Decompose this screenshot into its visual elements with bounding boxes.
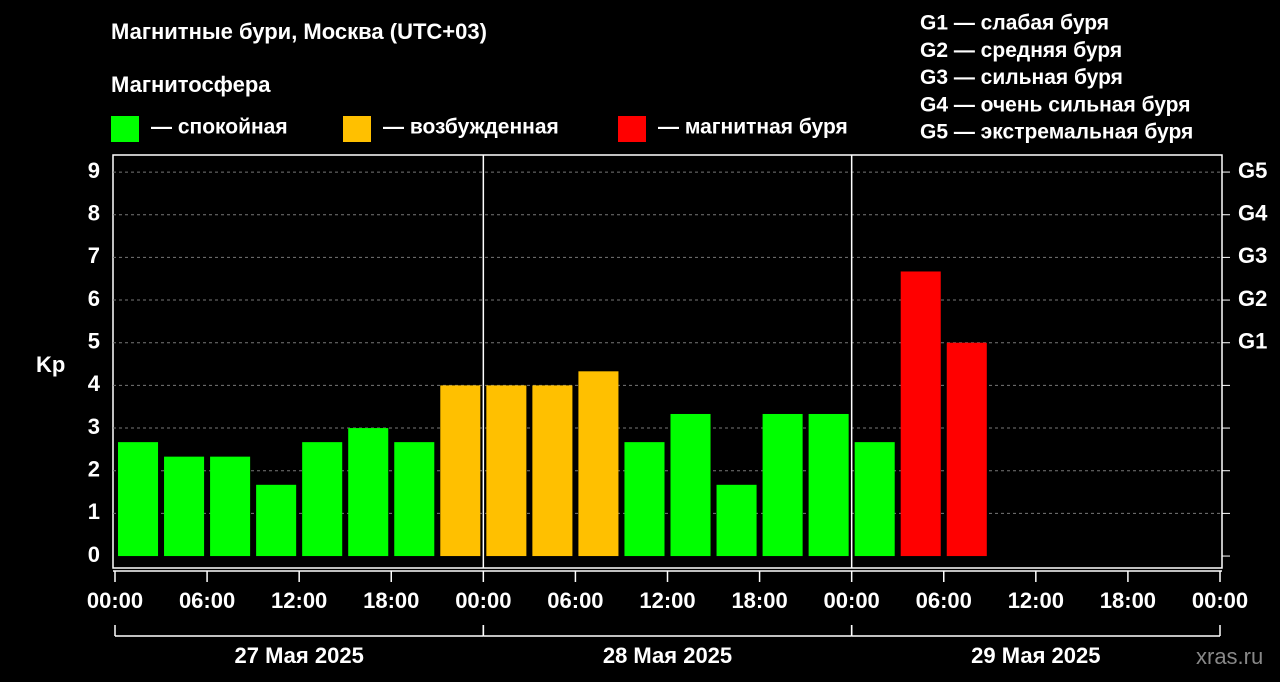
legend-swatch xyxy=(343,116,371,142)
bar xyxy=(118,442,159,557)
bar xyxy=(164,456,205,557)
bar xyxy=(670,413,711,557)
storm-scale-entry: G1 — слабая буря xyxy=(920,12,1109,35)
y2-tick-label: G3 xyxy=(1238,243,1267,268)
day-label: 27 Мая 2025 xyxy=(235,643,364,668)
bar xyxy=(210,456,251,557)
storm-scale-entry: G2 — средняя буря xyxy=(920,39,1122,62)
legend-label: — возбужденная xyxy=(383,116,559,139)
bar xyxy=(716,484,757,557)
legend-label: — спокойная xyxy=(151,116,288,139)
bar xyxy=(486,385,527,557)
legend-label: — магнитная буря xyxy=(658,116,848,139)
legend-swatch xyxy=(618,116,646,142)
y-tick-label: 1 xyxy=(88,499,100,524)
x-tick-label: 06:00 xyxy=(916,588,972,613)
bar xyxy=(900,271,941,557)
legend-title: Магнитосфера xyxy=(111,72,271,97)
y-tick-label: 3 xyxy=(88,414,100,439)
bar xyxy=(394,442,435,557)
y-tick-label: 5 xyxy=(88,329,100,354)
x-tick-label: 00:00 xyxy=(455,588,511,613)
bar xyxy=(532,385,573,557)
y-tick-label: 9 xyxy=(88,158,100,183)
y-tick-label: 7 xyxy=(88,243,100,268)
bar xyxy=(302,442,343,557)
bar xyxy=(808,413,849,557)
x-tick-label: 18:00 xyxy=(363,588,419,613)
y2-tick-label: G4 xyxy=(1238,201,1268,226)
bar xyxy=(946,342,987,557)
y-tick-label: 2 xyxy=(88,457,100,482)
y2-tick-label: G2 xyxy=(1238,286,1267,311)
x-tick-label: 00:00 xyxy=(824,588,880,613)
watermark: xras.ru xyxy=(1196,644,1263,669)
day-label: 28 Мая 2025 xyxy=(603,643,732,668)
plot-frame xyxy=(112,154,1223,569)
bar xyxy=(348,428,389,557)
chart-title: Магнитные бури, Москва (UTC+03) xyxy=(111,19,487,44)
storm-scale-entry: G5 — экстремальная буря xyxy=(920,121,1193,144)
bar xyxy=(854,442,895,557)
x-tick-label: 06:00 xyxy=(179,588,235,613)
bar xyxy=(256,484,297,557)
y-axis-label: Kp xyxy=(36,352,65,377)
bar xyxy=(578,371,619,557)
bar xyxy=(762,413,803,557)
y2-tick-label: G1 xyxy=(1238,329,1267,354)
x-tick-label: 12:00 xyxy=(271,588,327,613)
bar xyxy=(440,385,481,557)
x-tick-label: 18:00 xyxy=(731,588,787,613)
y-tick-label: 4 xyxy=(88,371,101,396)
legend-swatch xyxy=(111,116,139,142)
bar xyxy=(624,442,665,557)
day-label: 29 Мая 2025 xyxy=(971,643,1100,668)
y-tick-label: 6 xyxy=(88,286,100,311)
x-tick-label: 18:00 xyxy=(1100,588,1156,613)
x-tick-label: 12:00 xyxy=(639,588,695,613)
storm-scale-entry: G3 — сильная буря xyxy=(920,66,1123,89)
x-tick-label: 12:00 xyxy=(1008,588,1064,613)
x-tick-label: 06:00 xyxy=(547,588,603,613)
x-tick-label: 00:00 xyxy=(87,588,143,613)
x-tick-label: 00:00 xyxy=(1192,588,1248,613)
y-tick-label: 0 xyxy=(88,542,100,567)
y2-tick-label: G5 xyxy=(1238,158,1267,183)
y-tick-label: 8 xyxy=(88,201,100,226)
storm-scale-entry: G4 — очень сильная буря xyxy=(920,93,1190,116)
